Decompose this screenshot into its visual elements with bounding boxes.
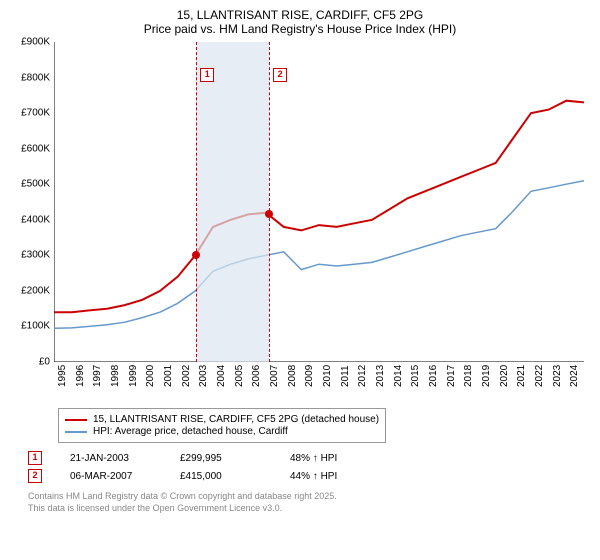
sale-marker-icon: 1 xyxy=(28,451,42,465)
x-tick-label: 1997 xyxy=(92,365,103,387)
y-tick-label: £500K xyxy=(10,179,50,190)
footer-copyright: Contains HM Land Registry data © Crown c… xyxy=(28,491,588,503)
y-tick-label: £700K xyxy=(10,108,50,119)
x-tick-label: 2018 xyxy=(463,365,474,387)
x-tick-label: 1999 xyxy=(128,365,139,387)
x-tick-label: 2016 xyxy=(428,365,439,387)
x-tick-label: 2021 xyxy=(516,365,527,387)
legend-label: HPI: Average price, detached house, Card… xyxy=(93,426,288,437)
chart-container: 15, LLANTRISANT RISE, CARDIFF, CF5 2PG P… xyxy=(0,0,600,560)
title-block: 15, LLANTRISANT RISE, CARDIFF, CF5 2PG P… xyxy=(12,8,588,36)
legend: 15, LLANTRISANT RISE, CARDIFF, CF5 2PG (… xyxy=(58,408,386,443)
x-tick-label: 1995 xyxy=(57,365,68,387)
x-tick-label: 2002 xyxy=(181,365,192,387)
x-tick-label: 2000 xyxy=(145,365,156,387)
sale-point-marker xyxy=(265,210,273,218)
reference-line xyxy=(196,42,197,362)
x-tick-label: 2017 xyxy=(446,365,457,387)
footer-licence: This data is licensed under the Open Gov… xyxy=(28,503,588,515)
x-tick-label: 2011 xyxy=(340,365,351,387)
x-tick-label: 2012 xyxy=(357,365,368,387)
reference-marker: 2 xyxy=(273,68,287,82)
shaded-band xyxy=(196,42,269,362)
x-tick-label: 2022 xyxy=(534,365,545,387)
sale-row: 2 06-MAR-2007£415,00044% ↑ HPI xyxy=(28,469,588,483)
sale-price: £299,995 xyxy=(180,453,290,464)
reference-line xyxy=(269,42,270,362)
legend-swatch xyxy=(65,419,87,421)
plot-region: £0£100K£200K£300K£400K£500K£600K£700K£80… xyxy=(54,42,584,362)
chart-svg xyxy=(54,42,584,362)
sale-delta: 44% ↑ HPI xyxy=(290,471,400,482)
y-tick-label: £300K xyxy=(10,250,50,261)
series-line xyxy=(54,101,584,313)
sale-marker-icon: 2 xyxy=(28,469,42,483)
x-tick-label: 2007 xyxy=(269,365,280,387)
x-tick-label: 2010 xyxy=(322,365,333,387)
sale-price: £415,000 xyxy=(180,471,290,482)
x-tick-label: 1998 xyxy=(110,365,121,387)
title-address: 15, LLANTRISANT RISE, CARDIFF, CF5 2PG xyxy=(12,8,588,22)
sale-point-marker xyxy=(192,251,200,259)
sale-date: 06-MAR-2007 xyxy=(70,471,180,482)
title-subtitle: Price paid vs. HM Land Registry's House … xyxy=(12,22,588,36)
x-tick-label: 2013 xyxy=(375,365,386,387)
x-tick-label: 2004 xyxy=(216,365,227,387)
y-tick-label: £800K xyxy=(10,72,50,83)
x-tick-label: 2003 xyxy=(198,365,209,387)
series-line xyxy=(54,181,584,329)
legend-swatch xyxy=(65,431,87,433)
x-tick-label: 2008 xyxy=(287,365,298,387)
x-tick-label: 2024 xyxy=(569,365,580,387)
x-tick-label: 2001 xyxy=(163,365,174,387)
y-tick-label: £0 xyxy=(10,357,50,368)
legend-item: 15, LLANTRISANT RISE, CARDIFF, CF5 2PG (… xyxy=(65,414,379,425)
x-tick-label: 2020 xyxy=(499,365,510,387)
x-tick-label: 1996 xyxy=(75,365,86,387)
sale-date: 21-JAN-2003 xyxy=(70,453,180,464)
sale-delta: 48% ↑ HPI xyxy=(290,453,400,464)
reference-marker: 1 xyxy=(200,68,214,82)
x-tick-label: 2023 xyxy=(552,365,563,387)
x-tick-label: 2006 xyxy=(251,365,262,387)
y-tick-label: £600K xyxy=(10,143,50,154)
sale-row: 1 21-JAN-2003£299,99548% ↑ HPI xyxy=(28,451,588,465)
x-tick-label: 2019 xyxy=(481,365,492,387)
x-tick-label: 2014 xyxy=(393,365,404,387)
y-tick-label: £100K xyxy=(10,321,50,332)
y-tick-label: £400K xyxy=(10,214,50,225)
legend-label: 15, LLANTRISANT RISE, CARDIFF, CF5 2PG (… xyxy=(93,414,379,425)
sales-table: 1 21-JAN-2003£299,99548% ↑ HPI 2 06-MAR-200… xyxy=(28,451,588,483)
x-tick-label: 2005 xyxy=(234,365,245,387)
x-tick-label: 2015 xyxy=(410,365,421,387)
legend-item: HPI: Average price, detached house, Card… xyxy=(65,426,379,437)
chart-area: £0 £100K £200K £300K £400K £500K £600K £700K £80… xyxy=(12,42,588,402)
x-tick-label: 2009 xyxy=(304,365,315,387)
y-tick-label: £200K xyxy=(10,285,50,296)
footer: Contains HM Land Registry data © Crown c… xyxy=(28,491,588,514)
y-tick-label: £900K xyxy=(10,37,50,48)
